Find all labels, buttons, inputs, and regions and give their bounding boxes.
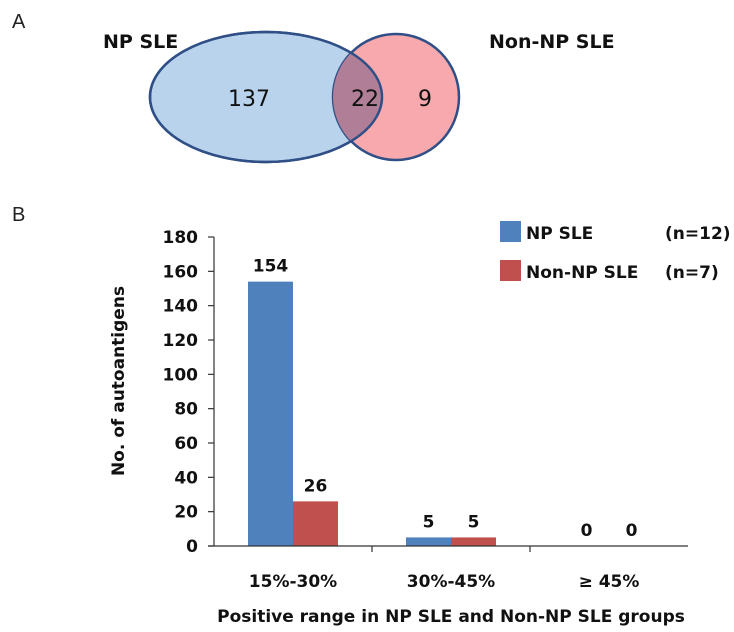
x-axis-title: Positive range in NP SLE and Non-NP SLE … [217,607,685,627]
bar [406,537,451,546]
venn-left-outline [148,30,384,164]
x-axis-ticks: 15%-30% 30%-45% ≥ 45% [249,546,640,592]
y-tick-label: 120 [163,331,199,351]
data-label: 0 [581,521,593,541]
venn-overlap-region [333,34,382,160]
y-tick-label: 80 [174,400,198,420]
y-tick-label: 60 [174,434,198,454]
y-tick-label: 0 [186,537,198,557]
y-tick-label: 20 [174,503,198,523]
data-label: 5 [468,512,480,532]
legend-n-label: (n=12) [665,224,731,244]
venn-right-only-count: 9 [418,87,432,112]
x-tick-label: 15%-30% [249,572,337,592]
venn-right-label: Non-NP SLE [489,31,615,53]
legend-label: NP SLE [526,224,593,244]
legend-n-label: (n=7) [665,263,719,283]
y-tick-label: 40 [174,468,198,488]
data-label: 154 [253,257,289,277]
legend-label: Non-NP SLE [526,263,638,283]
legend-swatch [500,260,521,281]
venn-left-label: NP SLE [103,31,178,53]
legend-swatch [500,221,521,242]
bar [451,537,496,546]
y-tick-label: 160 [163,262,199,282]
venn-diagram: NP SLE Non-NP SLE 137 22 9 [103,30,615,164]
panel-label-b: B [12,204,25,226]
venn-overlap-count: 22 [351,87,379,112]
y-tick-label: 140 [163,297,199,317]
data-label: 5 [423,512,435,532]
x-tick-label: 30%-45% [407,572,495,592]
panel-label-a: A [12,11,26,33]
y-axis-ticks: 0 20 40 60 80 100 120 140 160 180 [163,228,214,557]
data-label: 0 [626,521,638,541]
data-labels: 154 26 5 5 0 0 [253,257,638,541]
bar-chart: 0 20 40 60 80 100 120 140 160 180 154 26 5 5 0 0 15%-3… [109,221,731,627]
bar [248,281,293,546]
venn-left-only-count: 137 [228,87,270,112]
legend: NP SLE (n=12) Non-NP SLE (n=7) [500,221,731,283]
bar [293,501,338,546]
y-axis-title: No. of autoantigens [109,286,129,476]
data-label: 26 [304,476,328,496]
x-tick-label: ≥ 45% [579,572,640,592]
bars [248,281,496,546]
y-tick-label: 100 [163,365,199,385]
y-tick-label: 180 [163,228,199,248]
